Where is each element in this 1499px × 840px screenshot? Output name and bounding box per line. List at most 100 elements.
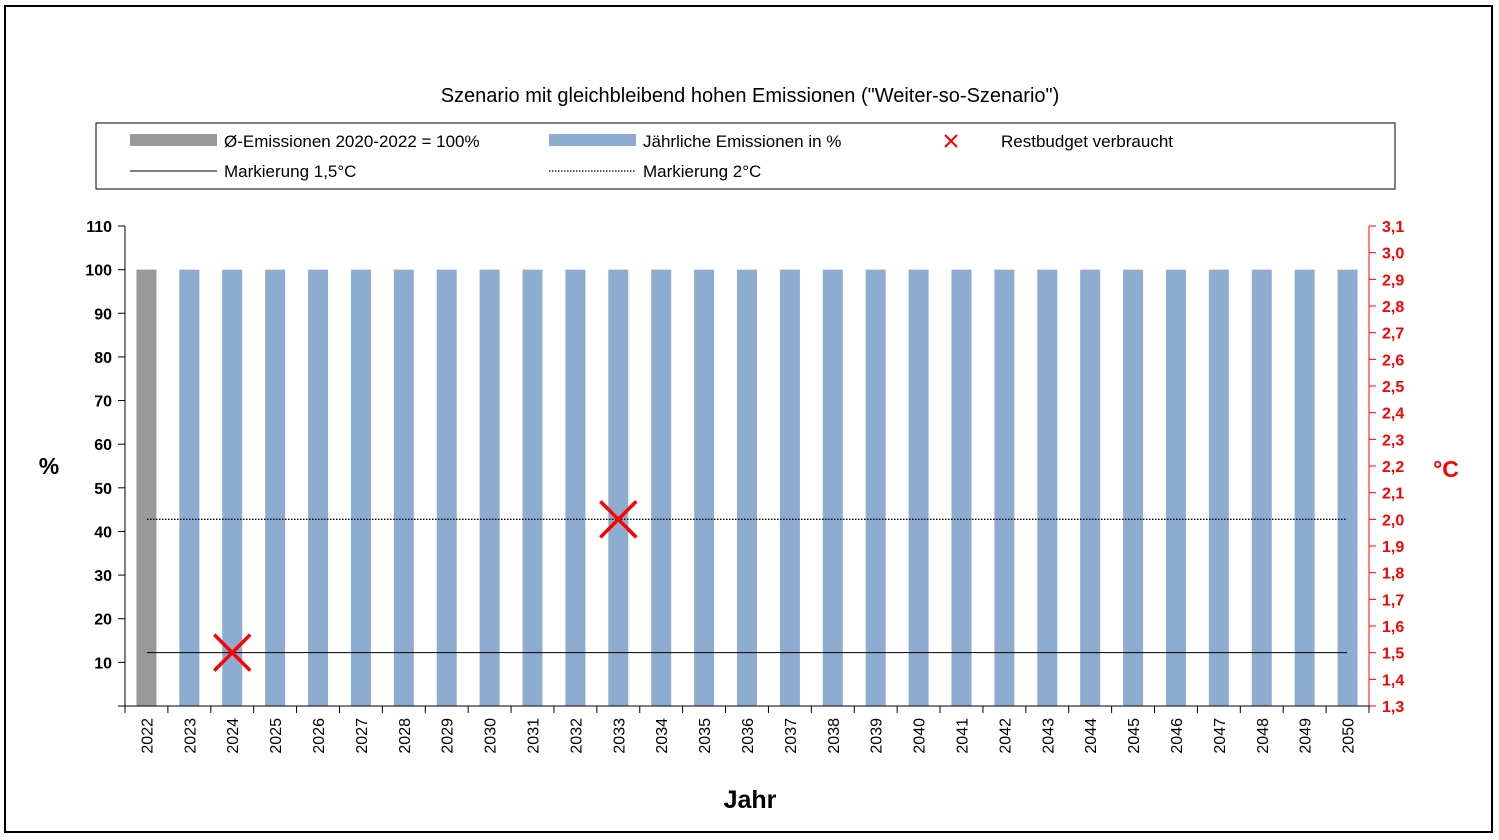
legend-label-mark-15: Markierung 1,5°C: [224, 162, 356, 181]
right-tick-label-1,5: 1,5: [1382, 646, 1404, 663]
x-tick-label-2028: 2028: [397, 718, 414, 754]
bar-2039: [865, 269, 886, 706]
chart-frame: [4, 5, 1493, 833]
bar-2030: [479, 269, 500, 706]
x-tick-label-2036: 2036: [740, 718, 757, 754]
bar-2029: [436, 269, 457, 706]
right-tick-label-2,0: 2,0: [1382, 512, 1404, 529]
x-tick-label-2035: 2035: [697, 718, 714, 754]
legend: Ø-Emissionen 2020-2022 = 100% Jährliche …: [95, 122, 1396, 190]
x-tick-label-2034: 2034: [654, 718, 671, 754]
legend-label-avg-emissions: Ø-Emissionen 2020-2022 = 100%: [224, 132, 480, 151]
x-tick-label-2040: 2040: [912, 718, 929, 754]
x-tick-label-2043: 2043: [1040, 718, 1057, 754]
x-tick-label-2038: 2038: [826, 718, 843, 754]
left-y-axis: 10 20 30 40 50 60 70 80 90 100 110: [85, 219, 126, 707]
y-axis-label: %: [39, 453, 59, 479]
bar-2028: [393, 269, 414, 706]
right-tick-label-2,6: 2,6: [1382, 352, 1404, 369]
x-tick-label-2033: 2033: [611, 718, 628, 754]
x-axis: 2022 2023 2024 2025 2026 2027 2028 2029 2030 2031…: [124, 705, 1370, 754]
bar-2023: [179, 269, 200, 706]
right-tick-label-2,2: 2,2: [1382, 459, 1404, 476]
x-tick-label-2037: 2037: [783, 718, 800, 754]
legend-label-annual-emissions: Jährliche Emissionen in %: [643, 132, 841, 151]
x-tick-label-2027: 2027: [354, 718, 371, 754]
legend-label-budget-used: Restbudget verbraucht: [1001, 132, 1173, 151]
bar-2046: [1165, 269, 1186, 706]
bar-2038: [822, 269, 843, 706]
y2-axis-label: °C: [1433, 456, 1459, 482]
bar-2032: [565, 269, 586, 706]
right-tick-label-3,0: 3,0: [1382, 246, 1404, 263]
x-tick-label-2026: 2026: [311, 718, 328, 754]
x-tick-label-2045: 2045: [1126, 718, 1143, 754]
x-tick-label-2039: 2039: [869, 718, 886, 754]
right-tick-label-1,9: 1,9: [1382, 539, 1404, 556]
bar-2037: [779, 269, 800, 706]
bar-2043: [1037, 269, 1058, 706]
x-tick-label-2022: 2022: [139, 718, 156, 754]
x-tick-label-2050: 2050: [1341, 718, 1358, 754]
left-tick-label-30: 30: [94, 568, 112, 585]
x-tick-label-2042: 2042: [997, 718, 1014, 754]
x-tick-label-2025: 2025: [268, 718, 285, 754]
x-tick-label-2031: 2031: [526, 718, 543, 754]
left-tick-label-100: 100: [85, 263, 112, 280]
bar-2048: [1251, 269, 1272, 706]
right-tick-label-1,4: 1,4: [1382, 672, 1404, 689]
right-tick-label-1,7: 1,7: [1382, 592, 1404, 609]
bar-2033: [608, 269, 629, 706]
bar-2041: [951, 269, 972, 706]
bar-2031: [522, 269, 543, 706]
bar-2034: [651, 269, 672, 706]
legend-box: [95, 122, 1396, 190]
x-tick-label-2030: 2030: [483, 718, 500, 754]
right-tick-label-2,1: 2,1: [1382, 486, 1404, 503]
x-tick-label-2049: 2049: [1298, 718, 1315, 754]
bar-2047: [1208, 269, 1229, 706]
bar-2036: [737, 269, 757, 706]
right-tick-label-1,8: 1,8: [1382, 566, 1404, 583]
x-axis-label: Jahr: [724, 786, 777, 814]
bar-2040: [908, 269, 929, 706]
left-tick-label-60: 60: [94, 437, 112, 454]
left-tick-label-40: 40: [94, 524, 112, 541]
x-tick-label-2029: 2029: [440, 718, 457, 754]
marker-2033: [599, 500, 638, 539]
bar-2027: [350, 269, 371, 706]
x-tick-label-2048: 2048: [1255, 718, 1272, 754]
left-tick-label-50: 50: [94, 481, 112, 498]
bar-2035: [694, 269, 715, 706]
x-tick-label-2047: 2047: [1212, 718, 1229, 754]
x-tick-label-2044: 2044: [1083, 718, 1100, 754]
marker-2024: [213, 633, 252, 672]
left-tick-label-70: 70: [94, 394, 112, 411]
bar-2045: [1123, 269, 1144, 706]
right-y-axis: 1,3 1,4 1,5 1,6 1,7 1,8 1,9 2,0 2,1 2,2 2,3 2,4 2,5 2…: [1368, 219, 1404, 716]
x-tick-label-2023: 2023: [182, 718, 199, 754]
bar-2042: [994, 269, 1015, 706]
chart-title: Szenario mit gleichbleibend hohen Emissi…: [441, 85, 1060, 107]
bar-2025: [265, 269, 286, 706]
legend-swatch-annual-emissions: [549, 134, 636, 146]
left-tick-label-10: 10: [94, 655, 112, 672]
legend-swatch-budget-marker: [944, 134, 958, 148]
left-tick-label-110: 110: [86, 219, 112, 236]
x-tick-label-2024: 2024: [225, 718, 242, 754]
bar-2049: [1294, 269, 1315, 706]
left-tick-label-20: 20: [94, 612, 112, 629]
bar-2022: [136, 269, 157, 706]
left-tick-label-80: 80: [94, 350, 112, 367]
x-tick-label-2041: 2041: [954, 718, 971, 754]
legend-swatch-avg-emissions: [130, 134, 217, 146]
left-tick-label-90: 90: [94, 306, 112, 323]
right-tick-label-2,4: 2,4: [1382, 406, 1404, 423]
right-tick-label-2,8: 2,8: [1382, 299, 1404, 316]
right-tick-label-2,5: 2,5: [1382, 379, 1404, 396]
bar-2050: [1337, 269, 1358, 706]
budget-markers: [213, 500, 638, 672]
right-tick-label-2,3: 2,3: [1382, 432, 1404, 449]
right-tick-label-2,9: 2,9: [1382, 272, 1404, 289]
